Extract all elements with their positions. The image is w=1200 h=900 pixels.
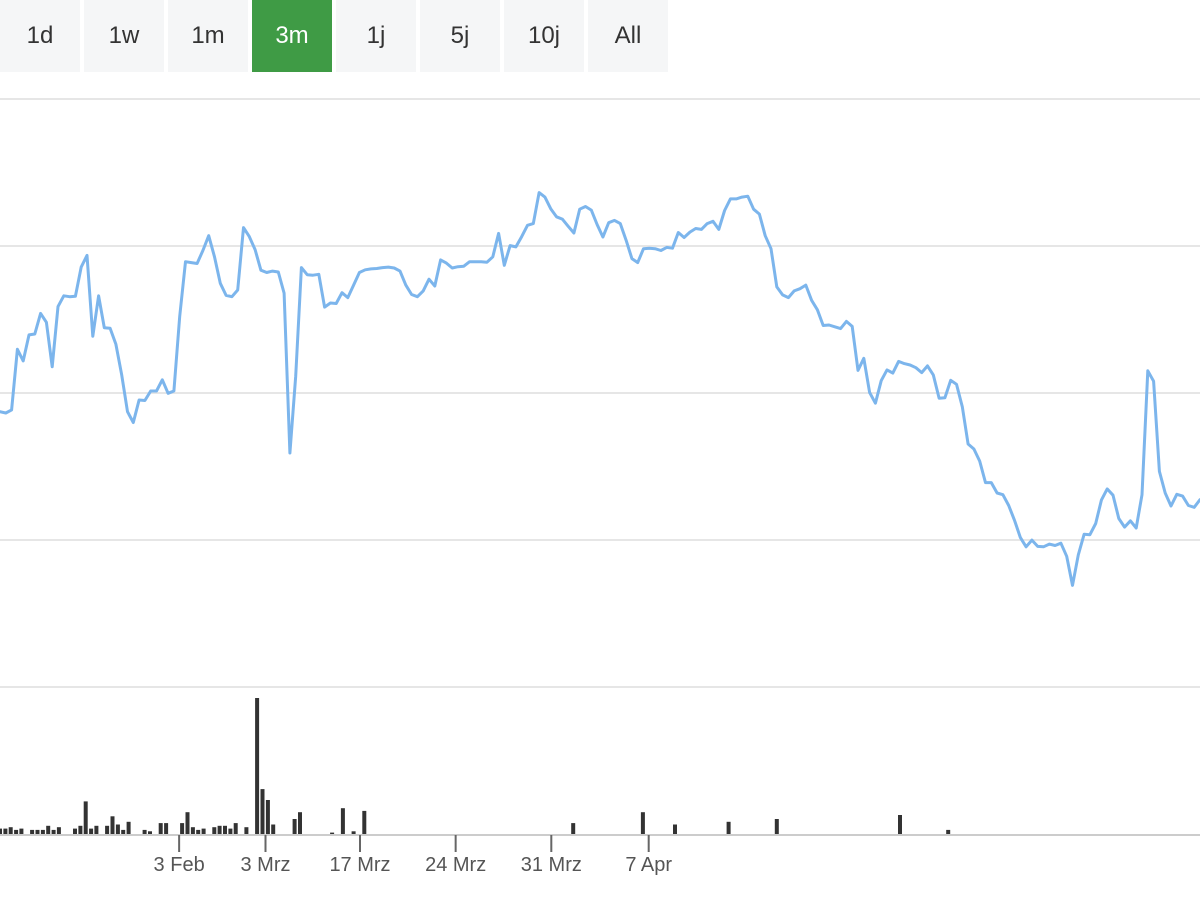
volume-bar	[94, 825, 99, 834]
volume-bar	[217, 825, 222, 834]
volume-bar	[673, 824, 677, 834]
range-tab-1w[interactable]: 1w	[84, 0, 164, 72]
volume-bar	[0, 828, 2, 834]
volume-bar	[260, 789, 265, 834]
range-tab-1j[interactable]: 1j	[336, 0, 416, 72]
volume-bar	[148, 831, 152, 834]
volume-bar	[640, 812, 645, 834]
x-tick-label: 7 Apr	[625, 854, 672, 876]
volume-bar	[351, 831, 356, 834]
volume-bar	[298, 812, 302, 834]
volume-bar	[46, 825, 51, 834]
range-tab-all[interactable]: All	[588, 0, 668, 72]
x-tick-label: 24 Mrz	[425, 854, 486, 876]
volume-bar	[244, 827, 249, 834]
volume-bar	[110, 816, 115, 834]
x-tick-label: 17 Mrz	[329, 854, 390, 876]
volume-bar	[726, 821, 731, 834]
range-tab-1m[interactable]: 1m	[168, 0, 248, 72]
volume-bar	[180, 823, 185, 834]
volume-bar	[233, 823, 238, 834]
volume-bar	[223, 825, 227, 834]
range-tab-10j[interactable]: 10j	[504, 0, 584, 72]
volume-bar	[196, 829, 201, 834]
volume-bar	[190, 827, 195, 834]
volume-bar	[121, 829, 126, 834]
volume-bar	[56, 827, 61, 834]
volume-bar	[83, 801, 88, 834]
volume-bar	[292, 819, 297, 834]
gridlines	[0, 98, 1200, 688]
volume-bar	[201, 828, 206, 834]
volume-bar	[115, 824, 120, 834]
volume-bar	[330, 832, 335, 834]
volume-bar	[126, 821, 131, 834]
volume-bar	[265, 800, 270, 834]
volume-bar	[3, 828, 8, 834]
range-tab-5j[interactable]: 5j	[420, 0, 500, 72]
volume-bar	[271, 824, 276, 834]
volume-bar	[73, 828, 77, 834]
x-tick-label: 31 Mrz	[521, 854, 582, 876]
volume-bar	[89, 828, 94, 834]
volume-bar	[774, 819, 779, 834]
price-line	[0, 191, 1200, 587]
volume-bar	[78, 825, 83, 834]
x-tick-label: 3 Mrz	[241, 854, 291, 876]
x-axis: 3 Feb 3 Mrz 17 Mrz 24 Mrz 31 Mrz 7 Apr	[0, 834, 1200, 876]
volume-bar	[142, 829, 147, 834]
volume-bar	[51, 829, 56, 834]
volume-bar	[40, 829, 45, 834]
volume-bar	[212, 827, 217, 834]
volume-bar	[255, 698, 260, 834]
range-tab-3m[interactable]: 3m	[252, 0, 332, 72]
x-tick-label: 3 Feb	[154, 854, 205, 876]
volume-bar	[164, 823, 169, 834]
volume-bar	[158, 823, 163, 834]
volume-bar	[362, 810, 367, 834]
volume-bar	[571, 823, 576, 834]
volume-bar	[946, 829, 951, 834]
volume-bar	[14, 829, 19, 834]
volume-bar	[8, 827, 13, 834]
volume-bar	[35, 829, 40, 834]
volume-bar	[19, 828, 24, 834]
range-tab-1d[interactable]: 1d	[0, 0, 80, 72]
volume-bar	[105, 825, 110, 834]
volume-bar	[898, 815, 902, 834]
volume-bars	[0, 698, 951, 834]
volume-bar	[30, 829, 35, 834]
volume-bar	[228, 828, 233, 834]
volume-bar	[185, 812, 190, 834]
volume-bar	[340, 808, 345, 834]
